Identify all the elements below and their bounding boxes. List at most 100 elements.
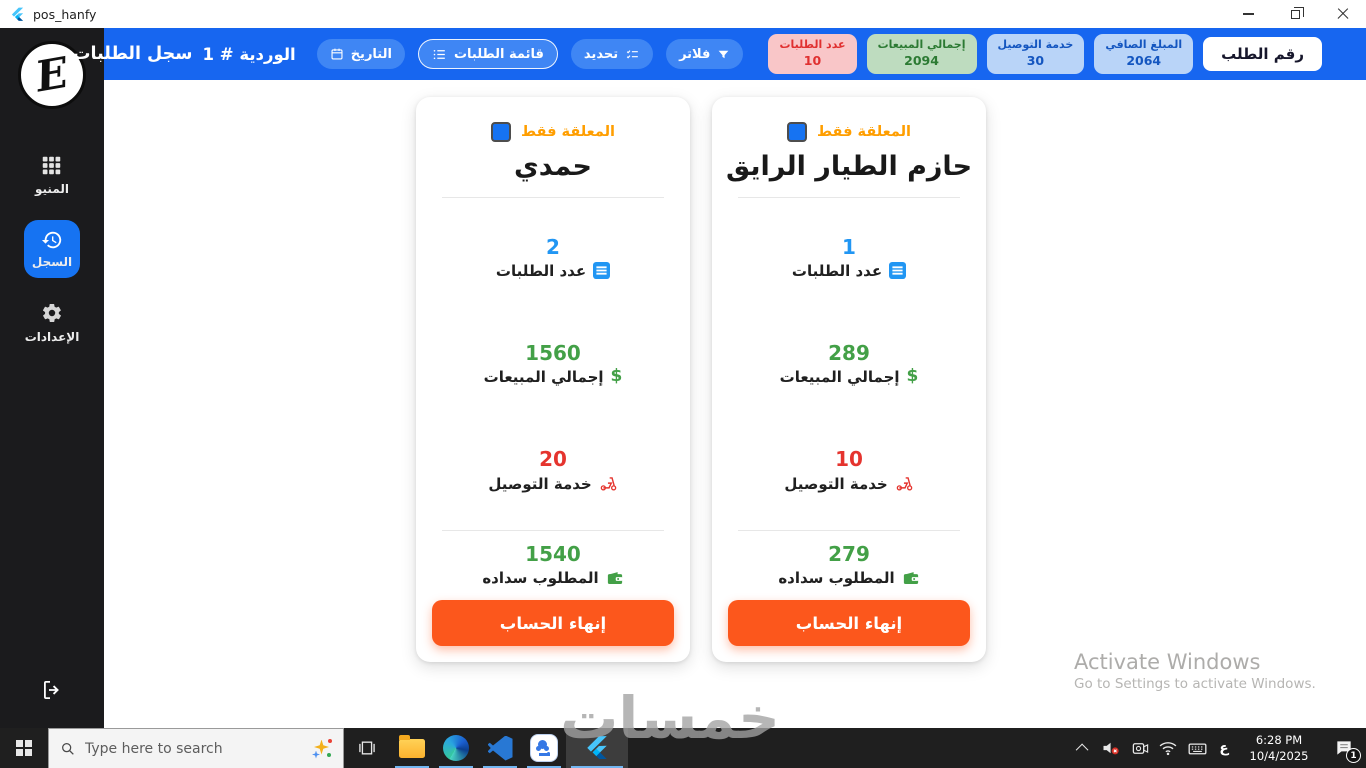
- orders-list-icon: [593, 262, 611, 280]
- search-highlights-icon: [312, 738, 332, 759]
- chip-value: 10: [803, 52, 822, 68]
- wallet-icon: [607, 572, 623, 584]
- window-titlebar: pos_hanfy: [0, 0, 1366, 28]
- logout-button[interactable]: [40, 678, 64, 702]
- sidebar: E المنيو السجل الإعدادات: [0, 28, 104, 728]
- restore-icon: [1291, 6, 1304, 19]
- task-view-button[interactable]: [344, 728, 390, 768]
- network-button[interactable]: [1154, 728, 1182, 768]
- sidebar-item-history[interactable]: السجل: [24, 220, 80, 278]
- tray-date: 10/4/2025: [1249, 749, 1309, 763]
- date-button[interactable]: التاريخ: [316, 39, 405, 69]
- taskbar-app-vscode[interactable]: [478, 728, 522, 768]
- search-input[interactable]: [85, 740, 303, 757]
- sidebar-item-menu[interactable]: المنيو: [35, 155, 69, 196]
- orders-count-stat: 2 عدد الطلبات: [496, 235, 611, 280]
- chef-app-icon: [530, 734, 558, 762]
- volume-muted-button[interactable]: [1096, 728, 1126, 768]
- taskbar-app-edge[interactable]: [434, 728, 478, 768]
- show-hidden-icons-button[interactable]: [1070, 728, 1096, 768]
- start-button[interactable]: [0, 728, 48, 768]
- vscode-icon: [487, 735, 513, 761]
- close-button[interactable]: [1319, 0, 1366, 28]
- pending-only-label: المعلقة فقط: [817, 124, 911, 140]
- activate-windows-watermark: Activate Windows Go to Settings to activ…: [1074, 650, 1316, 692]
- divider: [442, 530, 664, 531]
- dollar-icon: $: [610, 366, 623, 387]
- total-sales-stat: 289 $ إجمالي المبيعات: [779, 340, 919, 387]
- minimize-icon: [1243, 13, 1254, 15]
- net-amount-chip: المبلغ الصافي 2064: [1094, 34, 1194, 74]
- tray-time: 6:28 PM: [1255, 732, 1303, 747]
- divider: [738, 530, 960, 531]
- finish-account-button[interactable]: إنهاء الحساب: [432, 600, 674, 646]
- checklist-icon: [626, 49, 638, 58]
- pending-only-checkbox[interactable]: [491, 122, 512, 142]
- restore-button[interactable]: [1272, 0, 1319, 28]
- cashier-name: حازم الطيار الرايق: [725, 151, 973, 182]
- gear-icon: [42, 304, 61, 322]
- pending-only-checkbox[interactable]: [787, 122, 808, 142]
- calendar-icon: [331, 48, 343, 60]
- delivery-stat: 10 خدمة التوصيل: [784, 447, 913, 493]
- meet-now-button[interactable]: [1126, 728, 1154, 768]
- main-content: المعلقة فقط حازم الطيار الرايق 1 عدد الط…: [104, 80, 1366, 728]
- pending-only-label: المعلقة فقط: [521, 124, 615, 140]
- total-sales-stat: 1560 $ إجمالي المبيعات: [483, 340, 623, 387]
- wifi-icon: [1159, 742, 1177, 756]
- brand-logo: E: [18, 41, 86, 109]
- divider: [738, 197, 960, 198]
- grid-menu-icon: [43, 156, 61, 175]
- select-button[interactable]: تحديد: [570, 39, 654, 69]
- language-indicator[interactable]: ع: [1219, 740, 1229, 756]
- orders-list-button[interactable]: قائمة الطلبات: [417, 39, 558, 69]
- filter-icon: [719, 50, 729, 58]
- sidebar-item-label: المنيو: [35, 182, 69, 196]
- amount-due-stat: 279 المطلوب سداده: [778, 542, 919, 587]
- taskbar-app-chef[interactable]: [522, 728, 566, 768]
- task-view-icon: [359, 741, 375, 755]
- chip-value: 2064: [1126, 52, 1162, 68]
- notification-icon: [1337, 741, 1351, 755]
- chip-value: 2094: [904, 52, 939, 68]
- chip-value: 30: [1026, 52, 1045, 68]
- file-explorer-icon: [399, 734, 425, 758]
- chip-label: عدد الطلبات: [779, 38, 846, 52]
- windows-logo-icon: [16, 740, 32, 756]
- chip-label: إجمالي المبيعات: [877, 38, 966, 52]
- touch-keyboard-button[interactable]: [1182, 728, 1212, 768]
- speaker-muted-icon: [1103, 742, 1119, 755]
- cashier-name: حمدي: [514, 151, 592, 182]
- page-title: سجل الطلبات: [72, 44, 193, 64]
- history-icon: [41, 231, 62, 249]
- cashier-card: المعلقة فقط حمدي 2 عدد الطلبات 1560: [416, 97, 690, 662]
- minimize-button[interactable]: [1225, 0, 1272, 28]
- taskbar-search[interactable]: [48, 728, 344, 768]
- cashier-cards-row: المعلقة فقط حازم الطيار الرايق 1 عدد الط…: [416, 97, 986, 662]
- orders-count-stat: 1 عدد الطلبات: [792, 235, 907, 280]
- sidebar-item-settings[interactable]: الإعدادات: [25, 302, 79, 344]
- close-icon: [1337, 8, 1349, 20]
- search-icon: [62, 742, 74, 755]
- dollar-icon: $: [906, 366, 919, 387]
- delivery-stat: 20 خدمة التوصيل: [488, 447, 617, 493]
- delivery-service-chip: خدمة التوصيل 30: [986, 34, 1085, 74]
- edge-browser-icon: [443, 735, 469, 761]
- system-tray: ع 6:28 PM 10/4/2025 1: [1070, 728, 1366, 768]
- list-icon: [433, 49, 445, 59]
- order-number-button[interactable]: رقم الطلب: [1203, 37, 1322, 71]
- taskbar-app-file-explorer[interactable]: [390, 728, 434, 768]
- taskbar-app-flutter-active[interactable]: [566, 728, 628, 768]
- clock[interactable]: 6:28 PM 10/4/2025: [1236, 728, 1322, 768]
- wallet-icon: [903, 572, 919, 584]
- keyboard-icon: [1188, 742, 1206, 754]
- action-center-button[interactable]: 1: [1322, 728, 1366, 768]
- sidebar-item-label: السجل: [31, 255, 73, 269]
- divider: [442, 197, 664, 198]
- cashier-card: المعلقة فقط حازم الطيار الرايق 1 عدد الط…: [712, 97, 986, 662]
- window-title: pos_hanfy: [33, 6, 97, 22]
- header-buttons: فلاتر تحديد قائمة الطلبات التاريخ: [316, 39, 744, 69]
- shift-label: الوردية # 1: [202, 44, 296, 64]
- filters-button[interactable]: فلاتر: [666, 39, 744, 69]
- finish-account-button[interactable]: إنهاء الحساب: [728, 600, 970, 646]
